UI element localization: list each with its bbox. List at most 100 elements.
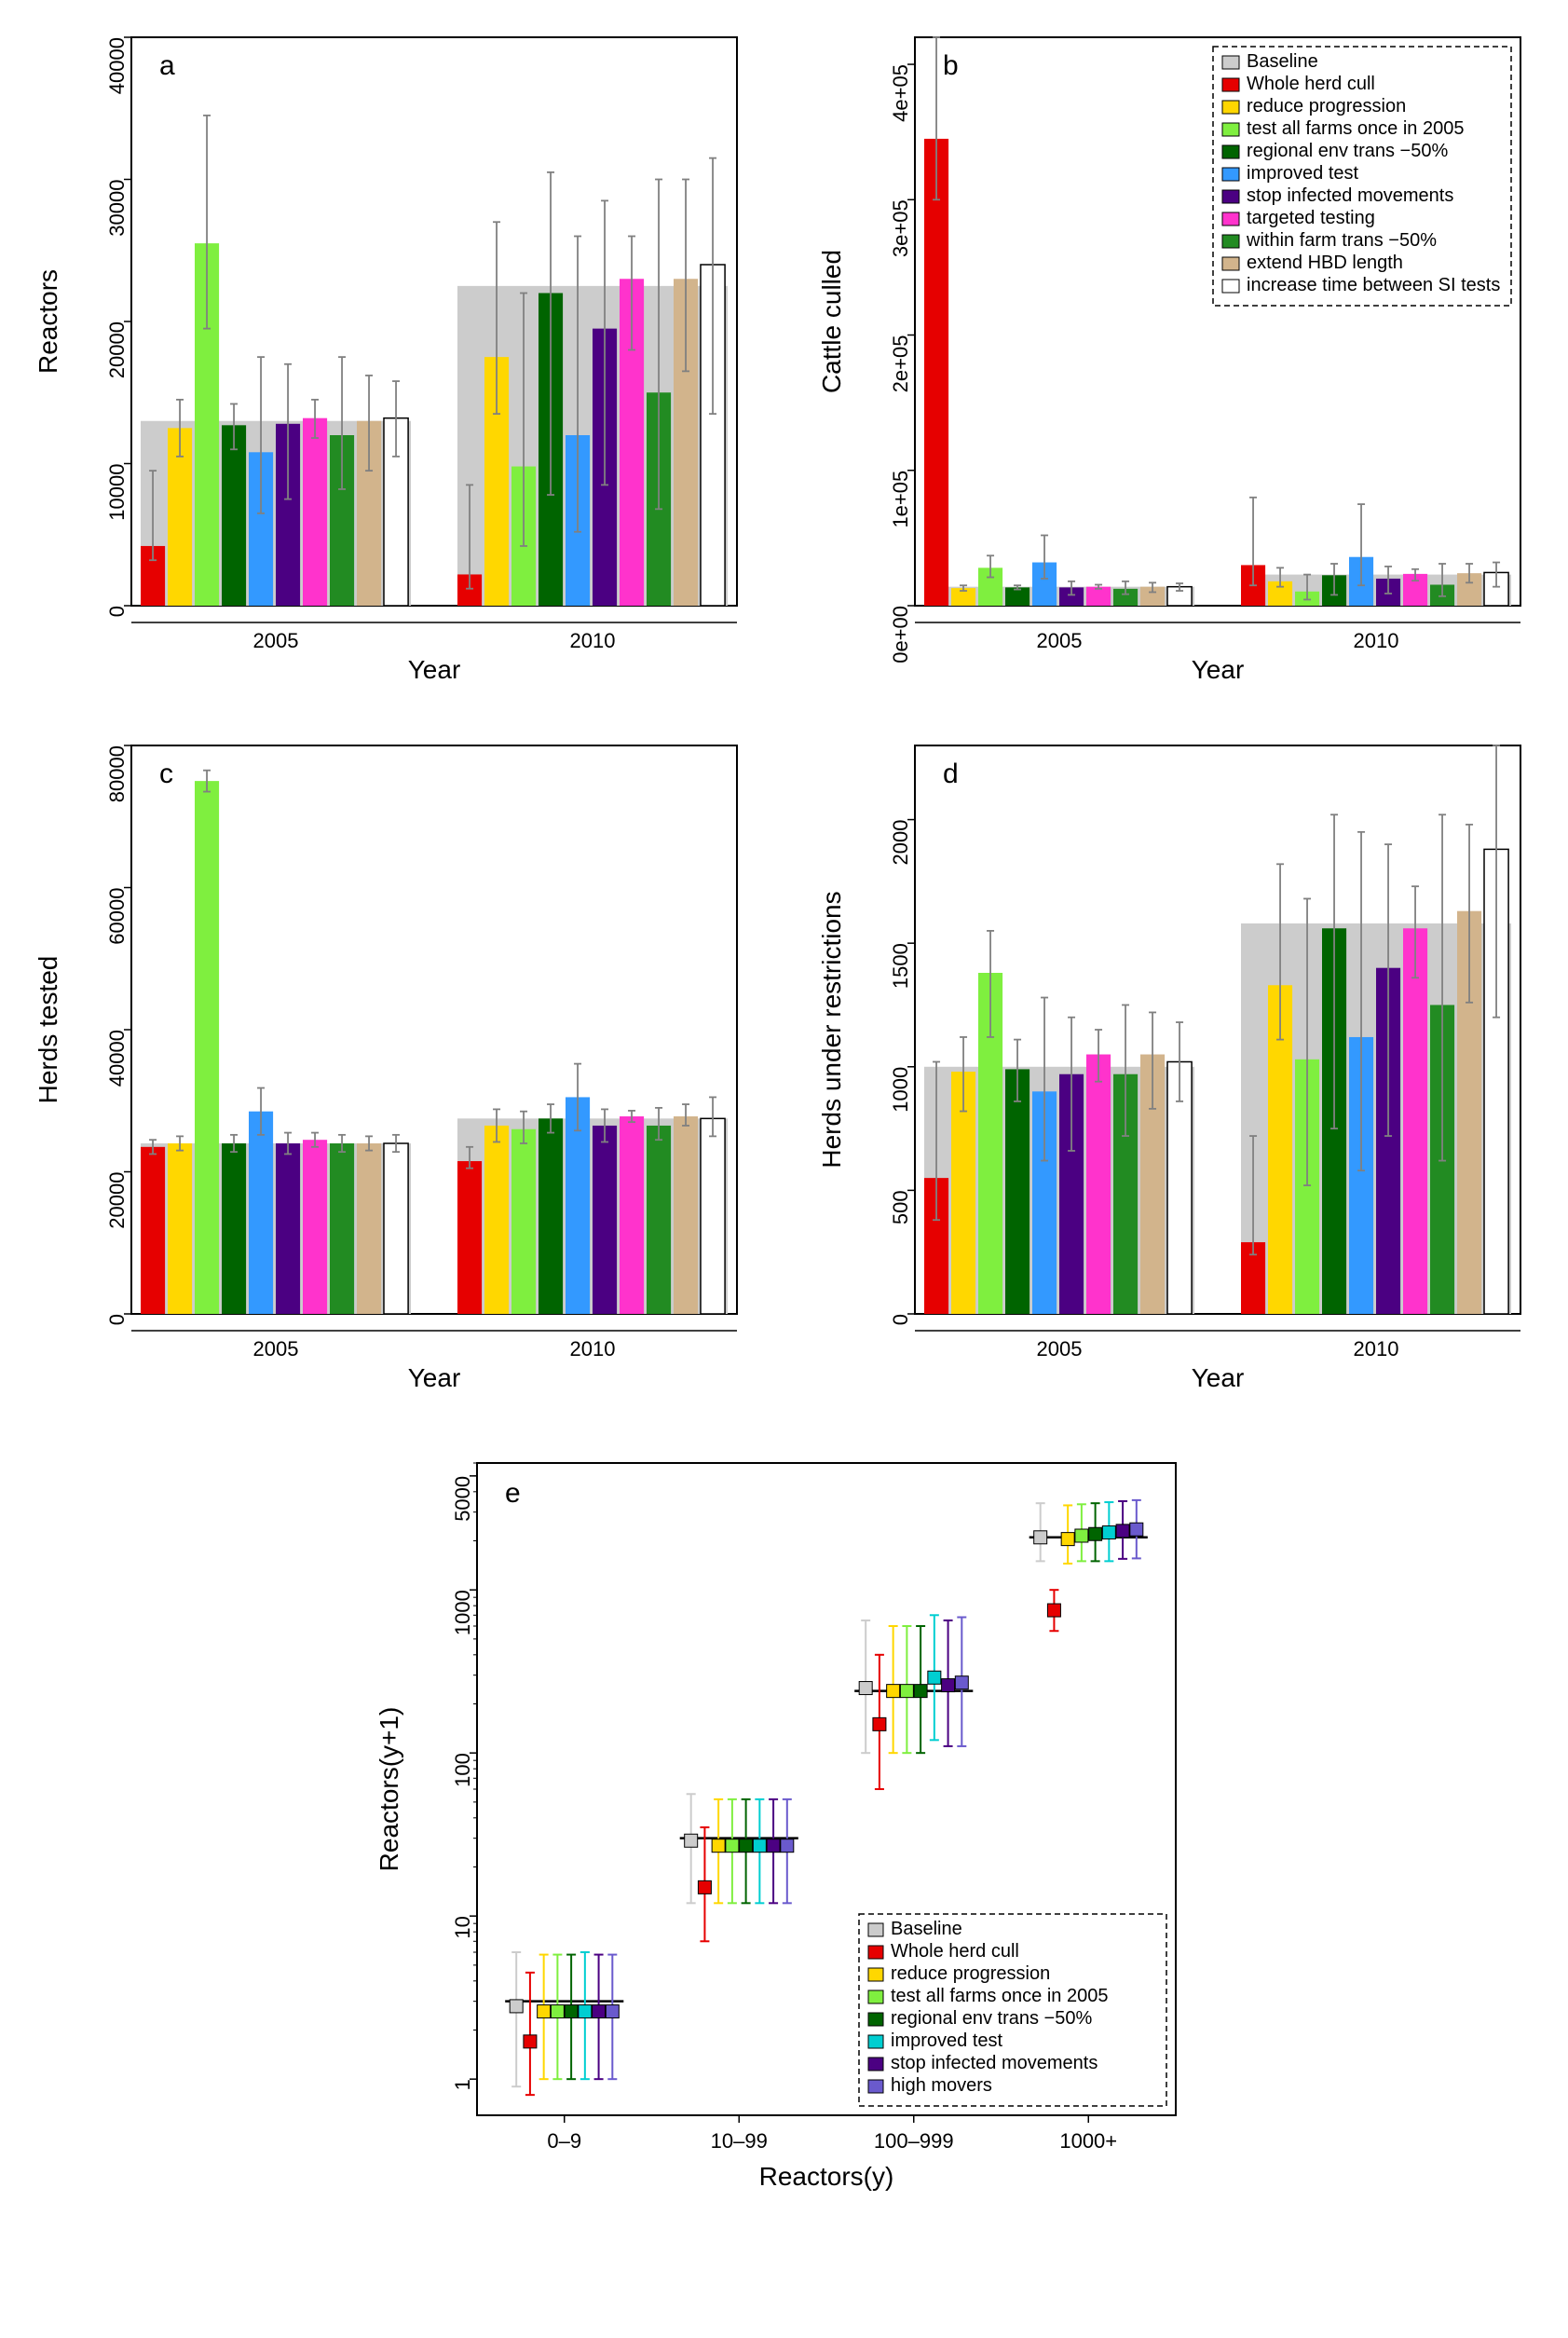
legend-swatch-whole_herd_cull xyxy=(868,1946,883,1959)
point-regional_env xyxy=(1088,1527,1101,1540)
legend-label: reduce progression xyxy=(1247,96,1406,116)
legend-label: targeted testing xyxy=(1247,208,1375,228)
svg-text:1e+05: 1e+05 xyxy=(889,471,912,528)
bar-within_farm xyxy=(330,1143,354,1314)
panel-letter: c xyxy=(159,759,173,789)
svg-text:2005: 2005 xyxy=(252,629,298,652)
legend-swatch-improved_test_e xyxy=(868,2035,883,2048)
svg-text:2005: 2005 xyxy=(1037,1337,1083,1360)
point-baseline xyxy=(859,1682,872,1695)
point-regional_env xyxy=(565,2005,578,2018)
svg-text:Herds under restrictions: Herds under restrictions xyxy=(817,891,846,1168)
bar-whole_herd_cull xyxy=(924,139,948,606)
svg-text:1000+: 1000+ xyxy=(1059,2129,1117,2153)
bar-within_farm xyxy=(647,1126,671,1314)
svg-text:1500: 1500 xyxy=(889,943,912,989)
svg-text:1000: 1000 xyxy=(450,1590,473,1635)
bar-increase_si xyxy=(701,1118,725,1314)
legend-label: regional env trans −50% xyxy=(1247,141,1448,161)
point-test_all_farms xyxy=(551,2005,564,2018)
bar-improved_test xyxy=(249,1112,273,1314)
point-high_movers xyxy=(606,2005,619,2018)
point-stop_infected xyxy=(592,2005,605,2018)
bar-regional_env xyxy=(222,1143,246,1314)
panel-c: 020000400006000080000Herds tested2005201… xyxy=(29,727,756,1398)
legend-swatch-stop_infected xyxy=(1222,190,1239,203)
legend-swatch-targeted_testing xyxy=(1222,212,1239,226)
legend-swatch-baseline xyxy=(1222,56,1239,69)
legend-label: within farm trans −50% xyxy=(1246,230,1437,251)
svg-text:5000: 5000 xyxy=(450,1476,473,1522)
legend-label: stop infected movements xyxy=(891,2053,1098,2073)
svg-text:3e+05: 3e+05 xyxy=(889,199,912,257)
bar-targeted_testing xyxy=(303,418,327,606)
point-reduce_progression xyxy=(712,1839,725,1853)
legend-swatch-reduce_progression xyxy=(868,1968,883,1981)
svg-text:10: 10 xyxy=(450,1916,473,1938)
svg-text:2010: 2010 xyxy=(1354,629,1399,652)
bar-targeted_testing xyxy=(303,1140,327,1314)
legend-swatch-whole_herd_cull xyxy=(1222,78,1239,91)
legend-swatch-baseline xyxy=(868,1923,883,1936)
bar-targeted_testing xyxy=(1403,928,1427,1314)
point-whole_herd_cull xyxy=(698,1880,711,1894)
bar-extend_hbd xyxy=(357,1143,381,1314)
legend-swatch-regional_env xyxy=(1222,145,1239,158)
svg-text:Year: Year xyxy=(1192,655,1245,684)
svg-text:100: 100 xyxy=(450,1753,473,1787)
panel-letter: b xyxy=(943,50,959,81)
legend-label: Whole herd cull xyxy=(891,1941,1019,1962)
svg-text:10000: 10000 xyxy=(105,464,129,521)
point-reduce_progression xyxy=(886,1685,899,1698)
svg-text:2005: 2005 xyxy=(252,1337,298,1360)
panel-e: 11010010005000Reactors(y+1)0–910–99100–9… xyxy=(365,1435,1204,2199)
svg-text:Year: Year xyxy=(407,655,460,684)
svg-text:Year: Year xyxy=(1192,1363,1245,1392)
legend-swatch-improved_test xyxy=(1222,168,1239,181)
svg-text:1000: 1000 xyxy=(889,1067,912,1113)
point-baseline xyxy=(1033,1531,1046,1544)
point-whole_herd_cull xyxy=(523,2035,536,2048)
legend-swatch-extend_hbd xyxy=(1222,257,1239,270)
svg-text:30000: 30000 xyxy=(105,180,129,237)
point-high_movers xyxy=(780,1839,793,1853)
svg-text:10–99: 10–99 xyxy=(710,2129,767,2153)
figure-grid: 010000200003000040000Reactors20052010Yea… xyxy=(19,19,1549,2199)
svg-text:0: 0 xyxy=(889,1314,912,1325)
svg-text:Reactors(y): Reactors(y) xyxy=(758,2162,893,2191)
point-stop_infected xyxy=(1116,1524,1129,1538)
bar-targeted_testing xyxy=(1086,1055,1111,1314)
legend-label: extend HBD length xyxy=(1247,253,1403,273)
svg-text:80000: 80000 xyxy=(105,745,129,802)
legend-swatch-stop_infected xyxy=(868,2058,883,2071)
svg-text:2000: 2000 xyxy=(889,820,912,866)
bar-stop_infected xyxy=(276,1143,300,1314)
panel-a: 010000200003000040000Reactors20052010Yea… xyxy=(29,19,756,690)
bar-test_all_farms xyxy=(511,1129,536,1314)
svg-text:60000: 60000 xyxy=(105,888,129,945)
panel-b: 0e+001e+052e+053e+054e+05Cattle culled20… xyxy=(812,19,1539,690)
legend-label: Baseline xyxy=(891,1919,962,1939)
legend-swatch-test_all_farms xyxy=(868,1990,883,2003)
bar-reduce_progression xyxy=(484,1126,509,1314)
svg-text:1: 1 xyxy=(450,2079,473,2090)
bar-extend_hbd xyxy=(674,1116,698,1314)
svg-text:Year: Year xyxy=(407,1363,460,1392)
point-improved_test_e xyxy=(927,1671,940,1684)
svg-text:20000: 20000 xyxy=(105,321,129,378)
point-whole_herd_cull xyxy=(1047,1604,1060,1617)
legend-label: Whole herd cull xyxy=(1247,74,1375,94)
legend-label: increase time between SI tests xyxy=(1247,275,1500,295)
panel-letter: e xyxy=(505,1478,521,1509)
point-whole_herd_cull xyxy=(872,1717,885,1730)
point-reduce_progression xyxy=(537,2005,550,2018)
bar-reduce_progression xyxy=(168,1143,192,1314)
point-test_all_farms xyxy=(1074,1529,1087,1542)
svg-text:0: 0 xyxy=(105,606,129,617)
legend-label: reduce progression xyxy=(891,1963,1050,1984)
svg-text:0e+00: 0e+00 xyxy=(889,606,912,663)
legend-label: improved test xyxy=(1247,163,1358,184)
point-high_movers xyxy=(955,1676,968,1689)
bar-whole_herd_cull xyxy=(141,1147,165,1314)
point-high_movers xyxy=(1129,1523,1142,1536)
